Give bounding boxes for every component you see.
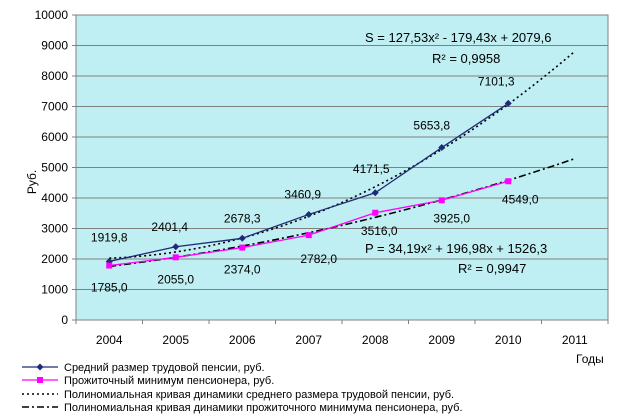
y-axis-title: Руб. xyxy=(25,170,39,194)
y-tick-label: 3000 xyxy=(41,222,68,236)
y-tick-labels: 0 1000 2000 3000 4000 5000 6000 7000 8000 9000 100… xyxy=(35,8,69,327)
legend-item-trend-s: Полиномиальная кривая динамики среднего … xyxy=(22,389,454,401)
marker-diamond xyxy=(172,243,180,251)
x-tick-label: 2004 xyxy=(96,333,123,347)
gridlines xyxy=(72,14,609,324)
data-label-s: 5653,8 xyxy=(413,119,450,133)
data-label-p: 2782,0 xyxy=(300,252,337,266)
x-tick-label: 2010 xyxy=(495,333,522,347)
data-label-s: 2678,3 xyxy=(224,211,261,225)
legend: Средний размер трудовой пенсии, руб. Про… xyxy=(22,362,463,414)
marker-diamond xyxy=(238,234,246,242)
marker-diamond xyxy=(305,210,313,218)
r2-s: R² = 0,9958 xyxy=(432,51,500,66)
marker-square xyxy=(505,178,512,185)
x-tick-label: 2008 xyxy=(362,333,389,347)
x-axis-title: Годы xyxy=(576,352,604,366)
legend-marker-square xyxy=(37,377,43,383)
data-label-s: 2401,4 xyxy=(151,220,188,234)
data-label-s: 4171,5 xyxy=(353,162,390,176)
y-tick-label: 0 xyxy=(61,313,68,327)
y-tick-label: 6000 xyxy=(41,130,68,144)
y-tick-label: 8000 xyxy=(41,69,68,83)
data-label-p: 4549,0 xyxy=(502,192,539,206)
legend-item-series-p: Прожиточный минимум пенсионера, руб. xyxy=(22,375,274,387)
data-label-p: 3925,0 xyxy=(433,211,470,225)
data-label-p: 2374,0 xyxy=(224,263,261,277)
y-tick-label: 7000 xyxy=(41,100,68,114)
legend-marker-diamond xyxy=(36,363,44,371)
y-tick-label: 9000 xyxy=(41,39,68,53)
data-label-p: 3516,0 xyxy=(361,224,398,238)
data-label-p: 1785,0 xyxy=(91,281,128,295)
marker-square xyxy=(239,244,246,251)
data-label-s: 1919,8 xyxy=(91,230,128,244)
marker-square xyxy=(438,197,445,204)
y-tick-label: 2000 xyxy=(41,252,68,266)
equation-p: P = 34,19x² + 196,98x + 1526,3 xyxy=(365,241,547,256)
equation-s: S = 127,53x² - 179,43x + 2079,6 xyxy=(365,30,551,45)
marker-square xyxy=(106,262,113,269)
y-tick-label: 10000 xyxy=(35,8,69,22)
legend-label-trend-p: Полиномиальная кривая динамики прожиточн… xyxy=(64,402,463,414)
marker-square xyxy=(372,209,379,216)
y-tick-label: 5000 xyxy=(41,161,68,175)
r2-p: R² = 0,9947 xyxy=(458,261,526,276)
marker-diamond xyxy=(504,99,512,107)
marker-diamond xyxy=(438,144,446,152)
y-tick-label: 4000 xyxy=(41,191,68,205)
legend-item-trend-p: Полиномиальная кривая динамики прожиточн… xyxy=(22,402,463,414)
data-label-p: 2055,0 xyxy=(157,272,194,286)
y-tick-label: 1000 xyxy=(41,283,68,297)
marker-square xyxy=(172,254,179,261)
x-tick-label: 2006 xyxy=(229,333,256,347)
marker-diamond xyxy=(371,189,379,197)
x-tick-label: 2009 xyxy=(428,333,455,347)
legend-item-series-s: Средний размер трудовой пенсии, руб. xyxy=(22,362,265,374)
data-label-s: 3460,9 xyxy=(284,187,321,201)
x-tick-label: 2011 xyxy=(562,333,588,347)
series-markers xyxy=(105,99,512,269)
x-tick-labels: 2004 2005 2006 2007 2008 2009 2010 2011 xyxy=(96,333,588,347)
x-tick-label: 2005 xyxy=(162,333,189,347)
legend-label-trend-s: Полиномиальная кривая динамики среднего … xyxy=(64,389,454,401)
trendline-s xyxy=(109,50,576,259)
data-labels: 1919,8 2401,4 2678,3 3460,9 4171,5 5653,8 7101… xyxy=(91,74,539,294)
x-tick-label: 2007 xyxy=(295,333,322,347)
legend-label-series-s: Средний размер трудовой пенсии, руб. xyxy=(64,362,265,374)
legend-label-series-p: Прожиточный минимум пенсионера, руб. xyxy=(64,375,274,387)
data-label-s: 7101,3 xyxy=(478,74,515,88)
marker-square xyxy=(305,232,312,239)
